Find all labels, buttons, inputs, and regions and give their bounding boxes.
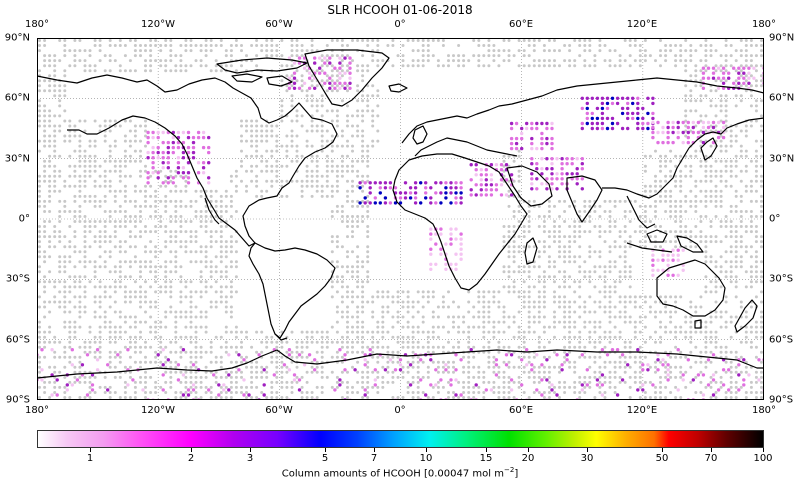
- coastlines: [37, 49, 764, 379]
- colorbar-tick-mark: [587, 448, 588, 452]
- colorbar-tick-label: 20: [521, 453, 535, 464]
- longitude-label: 180°: [751, 405, 777, 416]
- latitude-label: 0°: [18, 213, 30, 225]
- longitude-label: 180°: [24, 405, 50, 416]
- latitude-label: 90°S: [5, 394, 30, 406]
- colorbar-tick-label: 3: [246, 453, 254, 464]
- colorbar-tick-label: 50: [655, 453, 669, 464]
- colorbar-label: Column amounts of HCOOH [0.00047 mol m−2…: [0, 466, 800, 479]
- graticule: [37, 38, 764, 400]
- longitude-label: 120°W: [141, 19, 175, 30]
- colorbar-label-suffix: ]: [514, 468, 519, 480]
- longitude-label: 0°: [394, 19, 406, 30]
- latitude-label: 0°: [769, 213, 781, 225]
- latitude-label: 60°S: [769, 334, 794, 346]
- latitude-label: 90°N: [769, 32, 795, 44]
- colorbar-tick-label: 15: [479, 453, 493, 464]
- latitude-label: 30°N: [4, 153, 30, 165]
- colorbar-tick-mark: [374, 448, 375, 452]
- colorbar-tick-mark: [325, 448, 326, 452]
- colorbar-label-exponent: −2: [503, 466, 515, 474]
- map-plot: [37, 38, 764, 400]
- latitude-label: 30°N: [769, 153, 795, 165]
- colorbar-tick-label: 30: [580, 453, 594, 464]
- latitude-label: 30°S: [769, 273, 794, 285]
- colorbar-tick-label: 1: [86, 453, 94, 464]
- longitude-label: 60°E: [508, 405, 534, 416]
- colorbar-tick-mark: [426, 448, 427, 452]
- colorbar-tick-mark: [711, 448, 712, 452]
- colorbar-tick-label: 2: [187, 453, 195, 464]
- colorbar-tick-mark: [90, 448, 91, 452]
- latitude-label: 60°N: [769, 92, 795, 104]
- latitude-label: 90°S: [769, 394, 794, 406]
- chart-title: SLR HCOOH 01-06-2018: [327, 3, 473, 17]
- colorbar-tick-label: 7: [370, 453, 378, 464]
- latitude-label: 60°S: [5, 334, 30, 346]
- colorbar-tick-label: 10: [419, 453, 433, 464]
- no-data-dot-grid: [38, 39, 763, 399]
- colorbar-tick-label: 70: [704, 453, 718, 464]
- longitude-label: 120°E: [626, 405, 658, 416]
- latitude-label: 30°S: [5, 273, 30, 285]
- colorbar-tick-mark: [763, 448, 764, 452]
- longitude-label: 0°: [394, 405, 406, 416]
- longitude-label: 60°W: [265, 405, 293, 416]
- longitude-label: 60°E: [508, 19, 534, 30]
- latitude-label: 90°N: [4, 32, 30, 44]
- colorbar-tick-label: 5: [321, 453, 329, 464]
- colorbar-tick-mark: [191, 448, 192, 452]
- colorbar-tick-mark: [250, 448, 251, 452]
- longitude-label: 180°: [24, 19, 50, 30]
- hcooh-hotspots: [37, 56, 764, 400]
- colorbar-tick-mark: [528, 448, 529, 452]
- latitude-label: 60°N: [4, 92, 30, 104]
- longitude-label: 120°W: [141, 405, 175, 416]
- colorbar-tick-mark: [662, 448, 663, 452]
- longitude-label: 60°W: [265, 19, 293, 30]
- longitude-label: 120°E: [626, 19, 658, 30]
- colorbar-tick-label: 100: [753, 453, 773, 464]
- colorbar-tick-mark: [486, 448, 487, 452]
- colorbar: [37, 430, 764, 448]
- colorbar-label-text: Column amounts of HCOOH [0.00047 mol m: [281, 468, 504, 480]
- longitude-label: 180°: [751, 19, 777, 30]
- map-canvas: [37, 38, 764, 400]
